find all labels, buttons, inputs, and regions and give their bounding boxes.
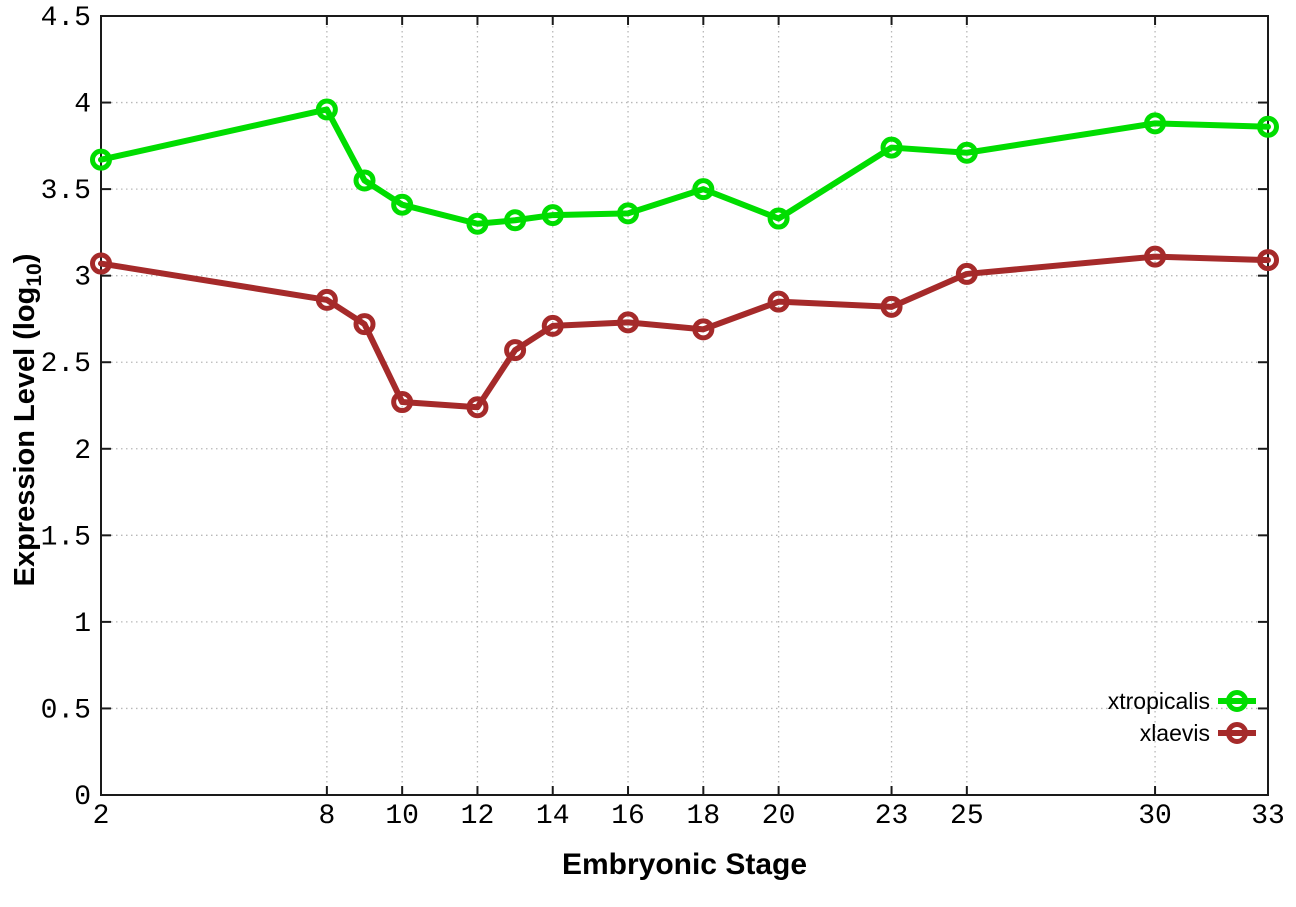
legend: xtropicalis xlaevis — [1108, 688, 1256, 746]
data-point-xtropicalis — [466, 212, 489, 235]
data-point-xlaevis — [466, 396, 489, 419]
data-point-xtropicalis — [880, 136, 903, 159]
data-point-xtropicalis — [1257, 115, 1279, 138]
legend-label-xtropicalis: xtropicalis — [1108, 688, 1210, 714]
y-tick-label: 1 — [74, 609, 91, 640]
x-tick-label: 18 — [687, 801, 721, 832]
x-tick-label: 30 — [1138, 801, 1172, 832]
y-tick-label: 2 — [74, 436, 91, 467]
y-axis-title: Expression Level (log10) — [9, 254, 46, 587]
x-axis-title: Embryonic Stage — [562, 848, 807, 881]
legend-marker-xlaevis — [1226, 722, 1248, 744]
data-point-xtropicalis — [315, 98, 338, 121]
data-point-xlaevis — [880, 295, 903, 318]
series-xlaevis — [90, 245, 1279, 419]
x-tick-label: 25 — [950, 801, 984, 832]
data-point-xtropicalis — [692, 178, 715, 201]
tick-marks — [100, 15, 1269, 796]
data-point-xlaevis — [1257, 249, 1279, 272]
y-tick-label: 0 — [74, 782, 91, 813]
y-tick-label: 2.5 — [41, 349, 91, 380]
y-tick-label: 1.5 — [41, 522, 91, 553]
data-point-xlaevis — [541, 314, 564, 337]
data-point-xtropicalis — [353, 169, 376, 192]
data-point-xlaevis — [504, 339, 527, 362]
data-point-xtropicalis — [504, 209, 527, 232]
y-tick-label: 4 — [74, 90, 91, 121]
legend-label-xlaevis: xlaevis — [1140, 720, 1210, 746]
data-point-xlaevis — [617, 311, 640, 334]
data-point-xtropicalis — [767, 207, 790, 230]
x-tick-label: 20 — [762, 801, 796, 832]
y-tick-label: 3.5 — [41, 176, 91, 207]
y-tick-label: 4.5 — [41, 3, 91, 34]
data-point-xlaevis — [391, 391, 414, 414]
data-point-xtropicalis — [955, 141, 978, 164]
data-point-xtropicalis — [617, 202, 640, 225]
y-tick-label: 0.5 — [41, 695, 91, 726]
x-tick-label: 14 — [536, 801, 570, 832]
x-tick-label: 10 — [385, 801, 419, 832]
x-tick-label: 23 — [875, 801, 909, 832]
x-tick-label: 12 — [461, 801, 495, 832]
data-point-xtropicalis — [90, 148, 112, 171]
data-point-xlaevis — [767, 290, 790, 313]
x-tick-labels: 2 8 10 12 14 16 18 20 23 25 30 33 — [93, 801, 1285, 832]
series-xtropicalis — [90, 98, 1279, 235]
data-point-xlaevis — [1144, 245, 1167, 268]
series-line-xlaevis — [98, 253, 1271, 411]
x-tick-label: 16 — [611, 801, 645, 832]
plot-border — [100, 15, 1269, 796]
legend-marker-xtropicalis — [1226, 690, 1248, 712]
x-tick-label: 8 — [318, 801, 335, 832]
data-point-xtropicalis — [391, 193, 414, 216]
y-tick-labels: 0 0.5 1 1.5 2 2.5 3 3.5 4 4.5 — [41, 3, 91, 813]
x-tick-label: 33 — [1251, 801, 1285, 832]
data-point-xtropicalis — [1144, 112, 1167, 135]
data-point-xlaevis — [315, 288, 338, 311]
data-point-xtropicalis — [541, 204, 564, 227]
data-point-xlaevis — [692, 318, 715, 341]
data-point-xlaevis — [955, 262, 978, 285]
x-tick-label: 2 — [93, 801, 110, 832]
data-point-xlaevis — [90, 252, 112, 275]
y-tick-label: 3 — [74, 263, 91, 294]
data-point-xlaevis — [353, 313, 376, 336]
